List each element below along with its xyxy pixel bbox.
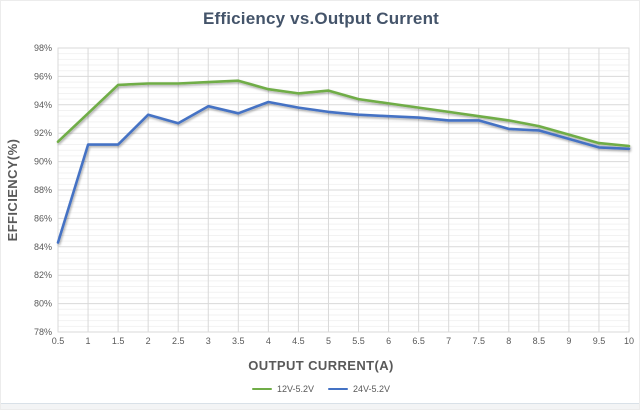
x-tick-label: 9 [566, 336, 571, 346]
y-tick-label: 86% [34, 213, 52, 223]
y-tick-label: 96% [34, 71, 52, 81]
plot-border [57, 47, 630, 333]
x-tick-label: 6 [386, 336, 391, 346]
y-tick-label: 98% [34, 43, 52, 53]
x-tick-label: 3 [206, 336, 211, 346]
x-tick-label: 7.5 [472, 336, 485, 346]
x-tick-label: 7 [446, 336, 451, 346]
legend: 12V-5.2V 24V-5.2V [1, 384, 639, 394]
axis-tick-labels: 98% 96% 94% 92% 90% 88% 86% 84% 82% 80% 78%0.5 1 1.5… [34, 43, 634, 346]
legend-item-12v-5.2v: 12V-5.2V [251, 384, 314, 394]
x-tick-label: 10 [624, 336, 634, 346]
y-tick-label: 90% [34, 157, 52, 167]
minor-gridlines [58, 53, 629, 327]
x-tick-label: 5.5 [352, 336, 365, 346]
x-tick-label: 4.5 [292, 336, 305, 346]
y-tick-label: 78% [34, 327, 52, 337]
series-lines [56, 79, 631, 244]
x-tick-label: 0.5 [52, 336, 65, 346]
x-tick-label: 3.5 [232, 336, 245, 346]
y-tick-label: 80% [34, 299, 52, 309]
series-line-12v-5.2v [56, 79, 631, 148]
x-tick-label: 2.5 [172, 336, 185, 346]
y-tick-label: 88% [34, 185, 52, 195]
x-tick-label: 6.5 [412, 336, 425, 346]
legend-label: 24V-5.2V [353, 384, 391, 394]
x-tick-label: 1 [86, 336, 91, 346]
bottom-edge-divider [1, 403, 639, 409]
x-axis-title: OUTPUT CURRENT(A) [248, 358, 394, 373]
y-tick-label: 84% [34, 242, 52, 252]
x-tick-label: 4 [266, 336, 271, 346]
x-tick-label: 9.5 [593, 336, 606, 346]
series-line-24v-5.2v [56, 100, 631, 244]
x-tick-label: 2 [146, 336, 151, 346]
legend-swatch-12v-5.2v [251, 388, 272, 390]
x-tick-label: 8 [506, 336, 511, 346]
y-tick-label: 92% [34, 128, 52, 138]
major-gridlines [57, 47, 630, 333]
legend-label: 12V-5.2V [276, 384, 314, 394]
y-tick-label: 82% [34, 270, 52, 280]
y-axis-title: EFFICIENCY(%) [5, 138, 20, 242]
legend-item-24v-5.2v: 24V-5.2V [328, 384, 390, 394]
y-tick-label: 94% [34, 100, 52, 110]
x-tick-label: 5 [326, 336, 331, 346]
chart-title: Efficiency vs.Output Current [202, 9, 440, 28]
x-tick-label: 1.5 [112, 336, 125, 346]
legend-swatch-24v-5.2v [328, 388, 348, 390]
x-tick-label: 8.5 [533, 336, 546, 346]
